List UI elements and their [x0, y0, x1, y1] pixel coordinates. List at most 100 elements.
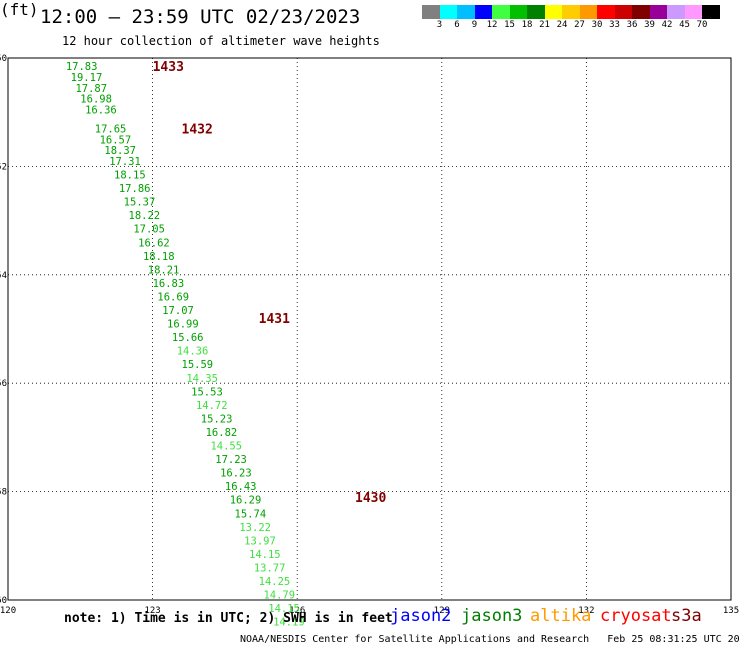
wave-height-point: 19.17: [71, 72, 103, 84]
colorbar-tick-label: 9: [471, 20, 478, 30]
wave-height-point: 14.55: [210, 441, 242, 453]
y-tick-label: -56: [0, 379, 7, 389]
wave-height-point: 17.07: [162, 305, 194, 317]
colorbar-tick-label: 24: [556, 20, 568, 30]
colorbar-tick-label: 27: [574, 20, 585, 30]
colorbar-swatch: [422, 5, 440, 19]
colorbar-swatch: [492, 5, 510, 19]
satellite-altika: altika: [530, 606, 592, 626]
wave-height-point: 18.37: [104, 145, 136, 157]
colorbar-swatch: [474, 5, 492, 19]
colorbar-tick-label: 45: [679, 20, 690, 30]
y-tick-label: -50: [0, 54, 7, 64]
colorbar-swatch: [632, 5, 650, 19]
wave-height-point: 16.69: [157, 291, 189, 303]
wave-height-point: 18.21: [148, 264, 180, 276]
colorbar-swatch: [527, 5, 545, 19]
wave-height-point: 16.62: [138, 237, 170, 249]
colorbar-swatch: [439, 5, 457, 19]
wave-height-point: 16.57: [100, 134, 132, 146]
chart-title: 12:00 — 23:59 UTC 02/23/2023: [40, 6, 361, 28]
wave-height-point: 18.18: [143, 251, 175, 263]
wave-height-point: 16.83: [153, 278, 185, 290]
colorbar-swatch: [562, 5, 580, 19]
satellite-cryosat: cryosat: [600, 606, 672, 626]
plot-frame: [7, 57, 732, 601]
wave-height-point: 15.66: [172, 332, 204, 344]
wave-height-point: 14.36: [177, 346, 209, 358]
wave-height-point: 16.99: [167, 319, 199, 331]
colorbar-swatch: [597, 5, 615, 19]
wave-height-point: 15.37: [124, 197, 156, 209]
pass-time-label: 1431: [259, 312, 290, 327]
wave-height-point: 16.29: [230, 495, 262, 507]
pass-time-label: 1430: [355, 491, 386, 506]
colorbar-unit: (ft): [0, 0, 39, 19]
wave-height-point: 15.74: [235, 508, 267, 520]
colorbar-swatch: [544, 5, 562, 19]
wave-height-point: 15.23: [201, 413, 233, 425]
wave-height-point: 17.83: [66, 61, 98, 73]
colorbar-tick-label: 36: [626, 20, 638, 30]
wave-height-point: 16.43: [225, 481, 257, 493]
y-tick-label: -52: [0, 162, 7, 172]
footer-credit: NOAA/NESDIS Center for Satellite Applica…: [240, 634, 740, 645]
colorbar-swatches: [422, 5, 720, 19]
colorbar-tick-label: 42: [661, 20, 673, 30]
colorbar-tick-label: 3: [436, 20, 443, 30]
x-tick-label: 123: [144, 606, 160, 616]
colorbar-tick-label: 15: [504, 20, 515, 30]
satellite-s3a: s3a: [671, 606, 702, 626]
colorbar-tick-label: 39: [644, 20, 655, 30]
x-tick-label: 132: [578, 606, 594, 616]
colorbar-tick-label: 18: [521, 20, 533, 30]
x-tick-label: 120: [0, 606, 16, 616]
wave-height-point: 15.59: [182, 359, 214, 371]
wave-height-point: 18.15: [114, 170, 146, 182]
satellite-jason3: jason3: [461, 606, 523, 626]
colorbar-tick-label: 6: [454, 20, 460, 30]
wave-height-point: 15.53: [191, 386, 223, 398]
pass-time-label: 1432: [182, 122, 213, 137]
colorbar-swatch: [457, 5, 475, 19]
wave-height-point: 16.82: [206, 427, 238, 439]
wave-height-point: 14.15: [268, 603, 300, 615]
colorbar-tick-label: 33: [609, 20, 620, 30]
y-tick-label: -54: [0, 271, 7, 281]
wave-height-point: 13.77: [254, 562, 286, 574]
colorbar-swatch: [667, 5, 685, 19]
wave-height-point: 14.15: [249, 549, 281, 561]
wave-height-point: 14.19: [273, 617, 305, 629]
x-tick-label: 135: [723, 606, 739, 616]
colorbar-tick-label: 30: [591, 20, 603, 30]
wave-height-point: 17.05: [133, 224, 165, 236]
wave-height-point: 17.86: [119, 183, 151, 195]
colorbar-labels: 3 6 9 12 15 18 21 24 27 30 33 36 39 42 45 70: [422, 19, 720, 31]
colorbar-swatch: [702, 5, 720, 19]
wave-height-point: 18.22: [129, 210, 161, 222]
x-tick-label: 126: [289, 606, 305, 616]
wave-height-point: 17.87: [75, 83, 107, 95]
wave-height-point: 13.97: [244, 535, 276, 547]
wave-height-point: 17.31: [109, 156, 141, 168]
x-tick-label: 129: [434, 606, 450, 616]
colorbar-swatch: [614, 5, 632, 19]
colorbar-swatch: [684, 5, 702, 19]
colorbar-tick-label: 70: [696, 20, 708, 30]
wave-height-point: 14.79: [263, 590, 295, 602]
y-tick-label: -60: [0, 596, 7, 606]
wave-height-point: 16.36: [85, 104, 117, 116]
colorbar-swatch: [579, 5, 597, 19]
colorbar-tick-label: 21: [539, 20, 550, 30]
wave-height-point: 14.35: [186, 373, 218, 385]
wave-height-point: 14.25: [259, 576, 291, 588]
colorbar-tick-label: 12: [486, 20, 498, 30]
wave-height-point: 17.23: [215, 454, 247, 466]
colorbar-swatch: [509, 5, 527, 19]
chart-subtitle: 12 hour collection of altimeter wave hei…: [62, 34, 380, 48]
wave-height-point: 14.72: [196, 400, 228, 412]
wave-height-point: 13.22: [239, 522, 271, 534]
colorbar-legend: 3 6 9 12 15 18 21 24 27 30 33 36 39 42 45 70: [422, 5, 720, 31]
colorbar-swatch: [649, 5, 667, 19]
